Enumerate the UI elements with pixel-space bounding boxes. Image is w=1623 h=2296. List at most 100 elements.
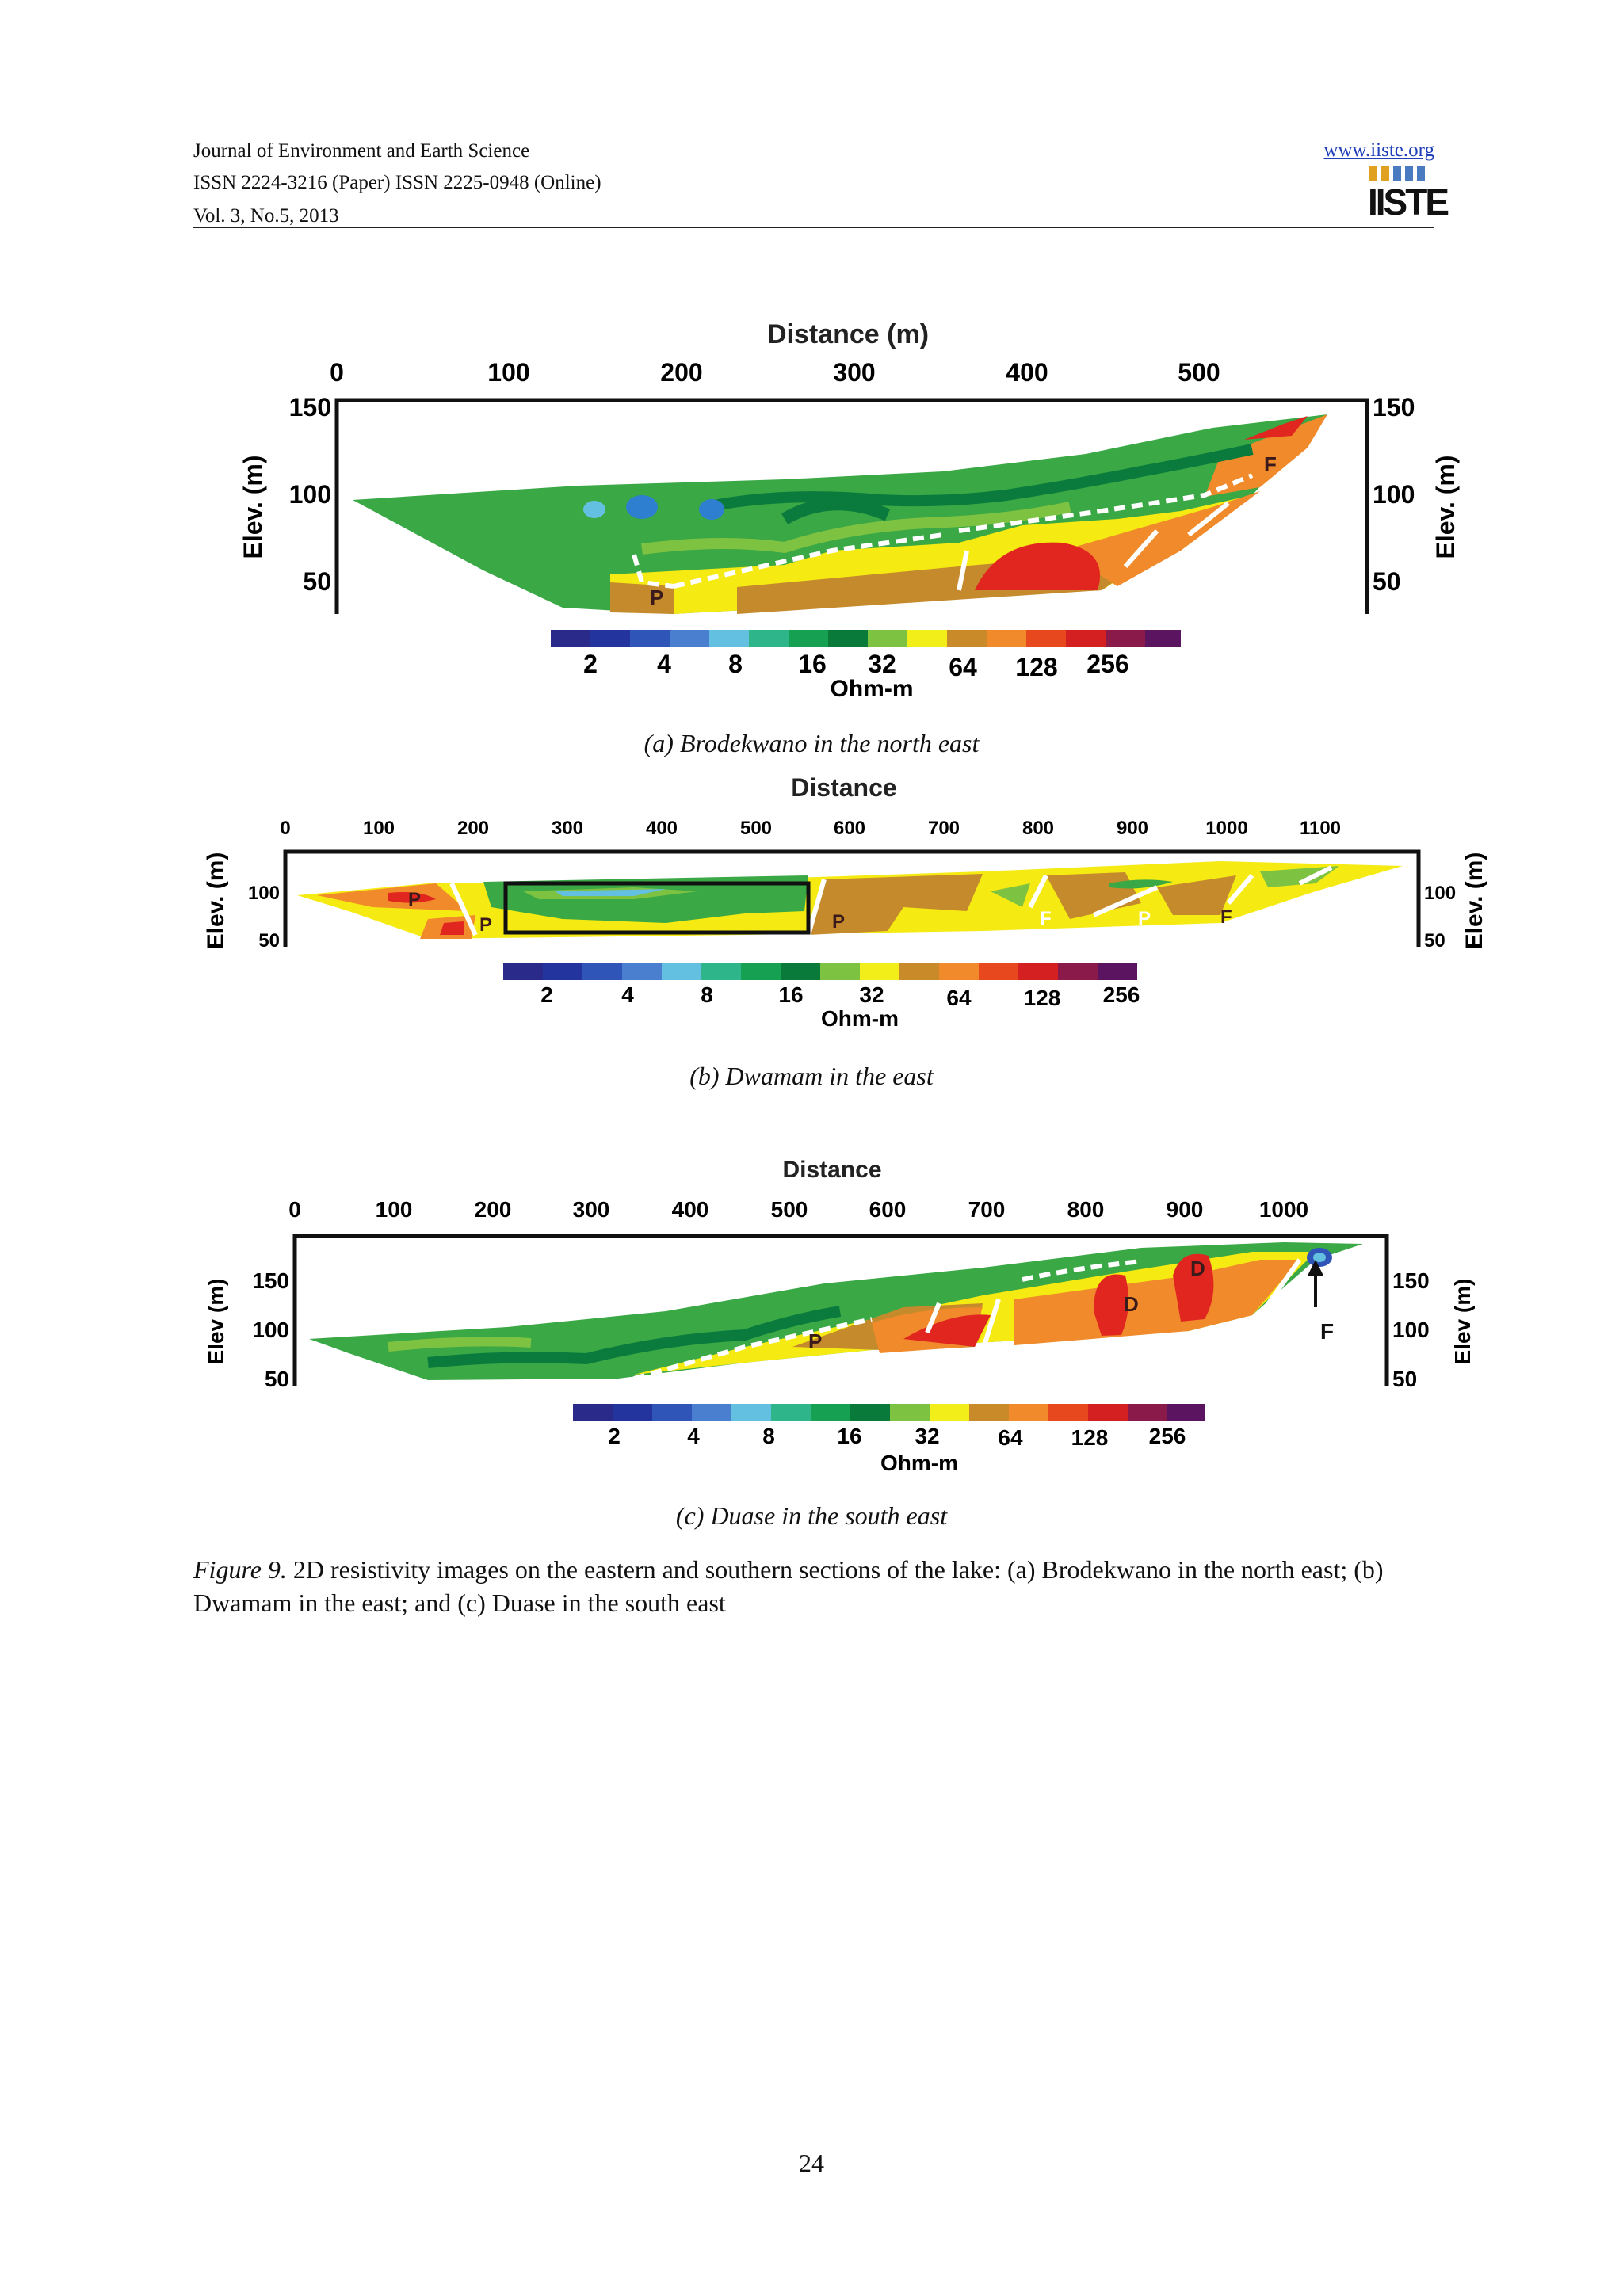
fig-a-ytick: 100: [289, 480, 331, 509]
fig-b-yticks-left: 100 50: [248, 883, 280, 952]
fig-c-subcaption: (c) Duase in the south east: [675, 1501, 948, 1530]
fig-b-scale-tick: 16: [778, 982, 803, 1007]
fig-a-title: Distance (m): [767, 319, 929, 349]
fig-a-scale-tick: 128: [1015, 653, 1057, 681]
fig-c-scale-tick: 64: [998, 1425, 1023, 1450]
journal-url-link[interactable]: www.iiste.org: [1323, 139, 1434, 161]
issn-line: ISSN 2224-3216 (Paper) ISSN 2225-0948 (O…: [193, 172, 601, 193]
fig-a-ytick: 50: [303, 567, 331, 596]
fig-a-ytick: 150: [289, 393, 331, 421]
logo-bars: [1369, 166, 1425, 181]
fig-c-ylabel-right: Elev (m): [1450, 1279, 1475, 1365]
fig-b-scale-tick: 32: [859, 982, 884, 1007]
fig-c-title: Distance: [782, 1157, 881, 1183]
figure-caption: Figure 9. 2D resistivity images on the e…: [193, 1553, 1445, 1619]
fig-c-zone-label: D: [1124, 1292, 1139, 1316]
fig-c-colorbar: [573, 1404, 1205, 1421]
fig-a-xtick: 500: [1178, 358, 1220, 387]
page-header: Journal of Environment and Earth Science…: [193, 135, 1449, 230]
fig-b-ytick: 100: [1424, 883, 1456, 904]
fig-b-scale-unit: Ohm-m: [821, 1006, 899, 1031]
fig-c-scale-tick: 128: [1071, 1425, 1109, 1450]
iiste-logo: IISTE: [1368, 166, 1449, 225]
fig-c-scale-tick: 32: [915, 1424, 939, 1448]
fig-b-scale-tick: 8: [701, 982, 713, 1007]
fig-a-zone-label: F: [1264, 452, 1277, 476]
fig-b-colorbar-ticks: 2 4 8 16 32 64 128 256: [540, 982, 1140, 1010]
fig-b-xtick: 400: [646, 818, 678, 839]
header-rule: [193, 227, 1434, 228]
fig-c-xtick: 300: [573, 1197, 610, 1222]
fig-a-ylabel-right: Elev. (m): [1431, 456, 1460, 559]
fig-b-subcaption: (b) Dwamam in the east: [689, 1062, 934, 1090]
fig-c-xtick: 400: [672, 1197, 709, 1222]
fig-c-xtick: 0: [288, 1197, 301, 1222]
fig-b-xtick: 600: [834, 818, 865, 839]
fig-c-resistivity-section: [309, 1242, 1363, 1381]
fig-b-zone-label: F: [1220, 906, 1232, 928]
fig-c-ytick: 100: [1392, 1318, 1430, 1342]
fig-c-ytick: 150: [252, 1268, 289, 1293]
fig-b-ytick: 50: [258, 930, 280, 952]
fig-c-frame: [292, 1234, 1389, 1386]
fig-c-xtick: 100: [376, 1197, 413, 1222]
fig-b-zone-label: P: [479, 914, 492, 936]
fig-c-xtick: 900: [1167, 1197, 1204, 1222]
fig-b-xtick: 1100: [1300, 818, 1341, 839]
fig-c-xtick: 200: [475, 1197, 512, 1222]
fig-b-frame: [283, 849, 1421, 947]
fig-b-zone-label: P: [408, 889, 421, 910]
fig-b-resistivity-section: [297, 861, 1403, 939]
fig-c-yticks-left: 150 100 50: [252, 1268, 289, 1391]
fig-b-ylabel-right: Elev. (m): [1461, 852, 1487, 950]
fig-c-zone-label: P: [808, 1329, 822, 1353]
page-number: 24: [799, 2149, 824, 2177]
fig-a-xtick: 200: [660, 358, 702, 387]
fig-b-scale-tick: 2: [540, 982, 553, 1007]
fig-b-ytick: 50: [1424, 930, 1445, 952]
fig-c-ytick: 50: [1392, 1367, 1417, 1391]
fig-a-xtick: 100: [487, 358, 529, 387]
fig-b-colorbar: [503, 963, 1137, 980]
volume-line: Vol. 3, No.5, 2013: [193, 205, 339, 227]
fig-c-scale-unit: Ohm-m: [880, 1451, 958, 1475]
fig-b-xtick: 900: [1117, 818, 1148, 839]
fig-b-xtick: 0: [280, 818, 290, 839]
fig-a-scale-unit: Ohm-m: [831, 676, 914, 702]
fig-c-colorbar-ticks: 2 4 8 16 32 64 128 256: [608, 1424, 1186, 1450]
fig-c-scale-tick: 2: [608, 1424, 621, 1448]
fig-b-scale-tick: 128: [1024, 986, 1061, 1010]
fig-b-xtick: 500: [740, 818, 772, 839]
fig-b-xtick: 700: [928, 818, 960, 839]
fig-b-zone-label: P: [832, 911, 845, 933]
fig-a-resistivity-section: [353, 414, 1327, 614]
fig-a-xtick: 400: [1006, 358, 1048, 387]
fig-a-scale-tick: 16: [798, 650, 827, 678]
fig-b-xtick: 100: [363, 818, 395, 839]
fig-c-xtick: 700: [968, 1197, 1006, 1222]
fig-a-scale-tick: 256: [1086, 650, 1128, 678]
fig-a-ytick: 100: [1373, 480, 1415, 509]
fig-a-colorbar: [551, 630, 1181, 647]
fig-c-yticks-right: 150 100 50: [1392, 1268, 1430, 1391]
fig-b-zone-label: P: [1138, 908, 1151, 929]
fig-a-scale-tick: 8: [728, 650, 743, 678]
fig-c-ylabel-left: Elev (m): [204, 1279, 228, 1365]
fig-b-yticks-right: 100 50: [1424, 883, 1456, 952]
fig-a-colorbar-ticks: 2 4 8 16 32 64 128 256: [583, 650, 1129, 681]
fig-c-xticks: 0 100 200 300 400 500 600 700 800 900 10…: [288, 1197, 1308, 1222]
logo-text: IISTE: [1368, 181, 1449, 223]
fig-a-xtick: 0: [330, 358, 344, 387]
fig-c-scale-tick: 4: [687, 1424, 700, 1448]
journal-name: Journal of Environment and Earth Science: [193, 140, 530, 162]
figure-c: Distance 0 100 200 300 400 500 600 700 8…: [190, 1149, 1490, 1482]
fig-b-ytick: 100: [248, 883, 280, 904]
fig-c-xtick: 1000: [1259, 1197, 1308, 1222]
fig-c-ytick: 150: [1392, 1268, 1430, 1293]
fig-a-frame: [334, 398, 1369, 614]
fig-a-ytick: 50: [1373, 567, 1401, 596]
fig-a-scale-tick: 4: [657, 650, 671, 678]
fig-b-zone-label: F: [1040, 908, 1052, 929]
fig-b-xtick: 1000: [1205, 818, 1247, 839]
fig-a-yticks-left: 150 100 50: [289, 393, 331, 596]
